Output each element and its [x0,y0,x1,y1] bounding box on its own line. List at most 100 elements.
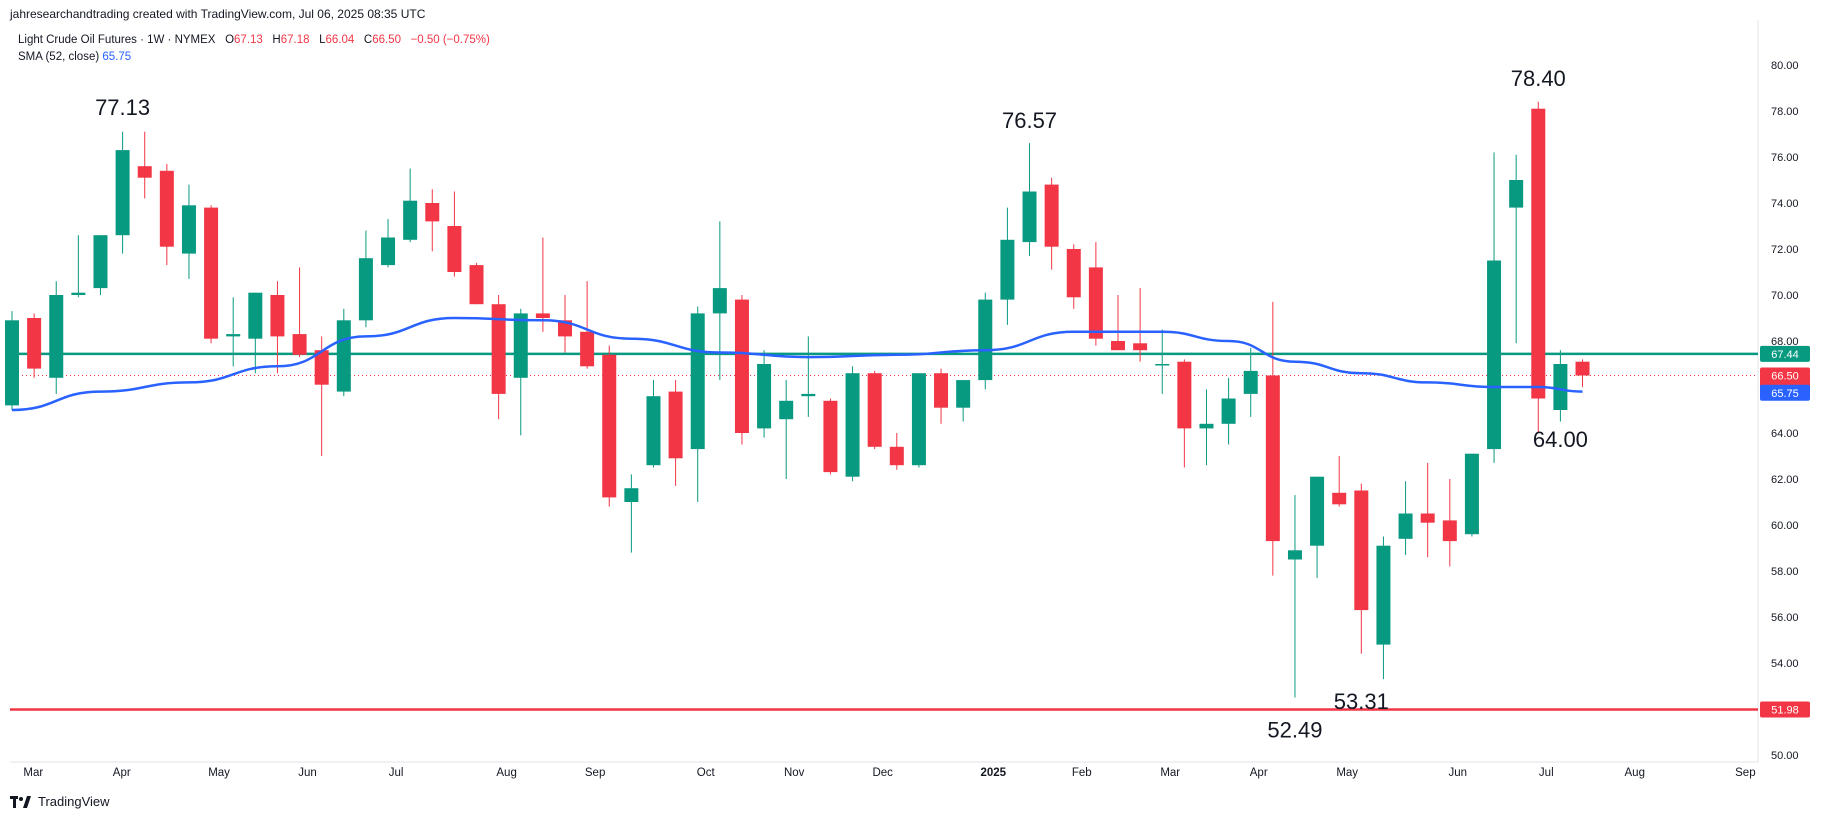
candle-up [712,221,727,381]
x-tick-label: Mar [23,767,43,779]
candle-down [1111,295,1125,351]
candle-body [602,354,617,498]
candle-up [1553,350,1568,422]
price-annotation: 53.31 [1334,689,1389,714]
candle-down [204,205,219,344]
candle-body [292,334,307,355]
candles [5,101,1590,698]
candle-down [1420,462,1435,558]
tradingview-logo-icon [10,795,31,808]
candle-down [1354,483,1369,654]
candle-up [49,281,64,394]
candle-body [734,299,749,433]
time-axis: Mar Apr May Jun Jul Aug Sep Oct Nov Dec 2025 Feb Mar… [23,767,1755,779]
sma-label: SMA (52, close) [18,51,100,63]
price-annotation: 64.00 [1533,427,1588,452]
brand-name: TradingView [38,794,110,809]
candle-up [779,380,794,479]
candle-down [1575,359,1590,387]
candle-up [1221,377,1236,445]
candle-body [956,380,971,408]
x-tick-label: Jul [389,767,404,779]
candle-up [226,297,241,367]
chart-grid [10,20,1759,763]
candle-down [491,295,506,420]
y-tick-label: 80.00 [1771,60,1799,72]
x-tick-label: Dec [872,767,893,779]
candle-down [27,313,42,378]
tradingview-brand[interactable]: TradingView [10,794,110,809]
ohlc-change: −0.50 (−0.75%) [410,34,490,46]
x-tick-label: Aug [1625,767,1645,779]
candle-body [558,320,572,337]
candle-up [624,474,639,553]
y-tick-label: 60.00 [1771,520,1799,532]
candle-down [934,368,949,424]
candle-body [757,364,772,429]
candle-down [1442,479,1457,567]
candle-down [270,281,285,374]
candle-down [823,398,838,475]
candle-down [668,380,683,486]
candle-body [911,373,926,466]
candle-body [1155,364,1170,366]
candle-body [314,350,329,385]
candle-body [668,391,683,459]
candle-up [911,373,926,468]
candle-body [690,313,705,450]
sma-line [11,316,1583,412]
candle-body [580,331,595,367]
candle-down [292,267,307,358]
candle-body [1354,490,1369,611]
x-tick-label: Nov [784,767,805,779]
price-annotation: 76.57 [1002,108,1057,133]
source-line: jahresearchandtrading created with Tradi… [10,7,426,21]
x-tick-label: Jun [1449,767,1468,779]
sma-legend-value: 65.75 [102,51,132,63]
candle-up [115,131,130,254]
candle-body [845,373,860,477]
candle-up [1310,476,1325,578]
candle-up [978,292,993,390]
candle-body [491,304,506,394]
candle-body [1442,520,1457,542]
resistance-tag-bg [1760,345,1810,362]
candle-body [159,170,174,247]
candle-body [27,318,42,369]
candle-body [1553,364,1568,410]
candle-body [1509,180,1524,208]
x-tick-label: Jun [298,767,317,779]
candle-body [1133,343,1148,351]
candle-body [204,207,219,339]
candle-body [336,320,351,392]
candle-body [1044,184,1059,247]
candle-up [5,311,19,410]
candle-body [801,393,816,397]
sma-legend[interactable]: SMA (52, close) 65.75 [18,51,131,63]
y-tick-label: 76.00 [1771,152,1799,164]
candle-up [181,184,196,279]
candle-up [513,308,528,436]
candle-up [71,235,86,298]
candle-up [93,235,108,295]
candle-down [1265,301,1280,576]
candle-up [801,336,816,417]
y-tick-label: 74.00 [1771,198,1799,210]
candle-up [381,219,396,268]
candle-up [336,308,351,397]
candle-body [5,320,19,406]
candle-down [1088,242,1103,346]
candle-body [1199,423,1214,429]
candle-up [1155,329,1170,394]
ohlc-low: L66.04 [319,34,355,46]
y-tick-label: 62.00 [1771,474,1799,486]
candle-body [71,292,86,295]
price-annotation: 78.40 [1511,66,1566,91]
instrument-name[interactable]: Light Crude Oil Futures · 1W · NYMEX [18,34,216,46]
candle-down [1044,177,1059,270]
candle-down [1531,101,1546,433]
candle-body [1177,361,1192,429]
y-tick-label: 72.00 [1771,244,1799,256]
price-annotations: 77.13 76.57 78.40 64.00 53.31 52.49 [95,66,1588,743]
